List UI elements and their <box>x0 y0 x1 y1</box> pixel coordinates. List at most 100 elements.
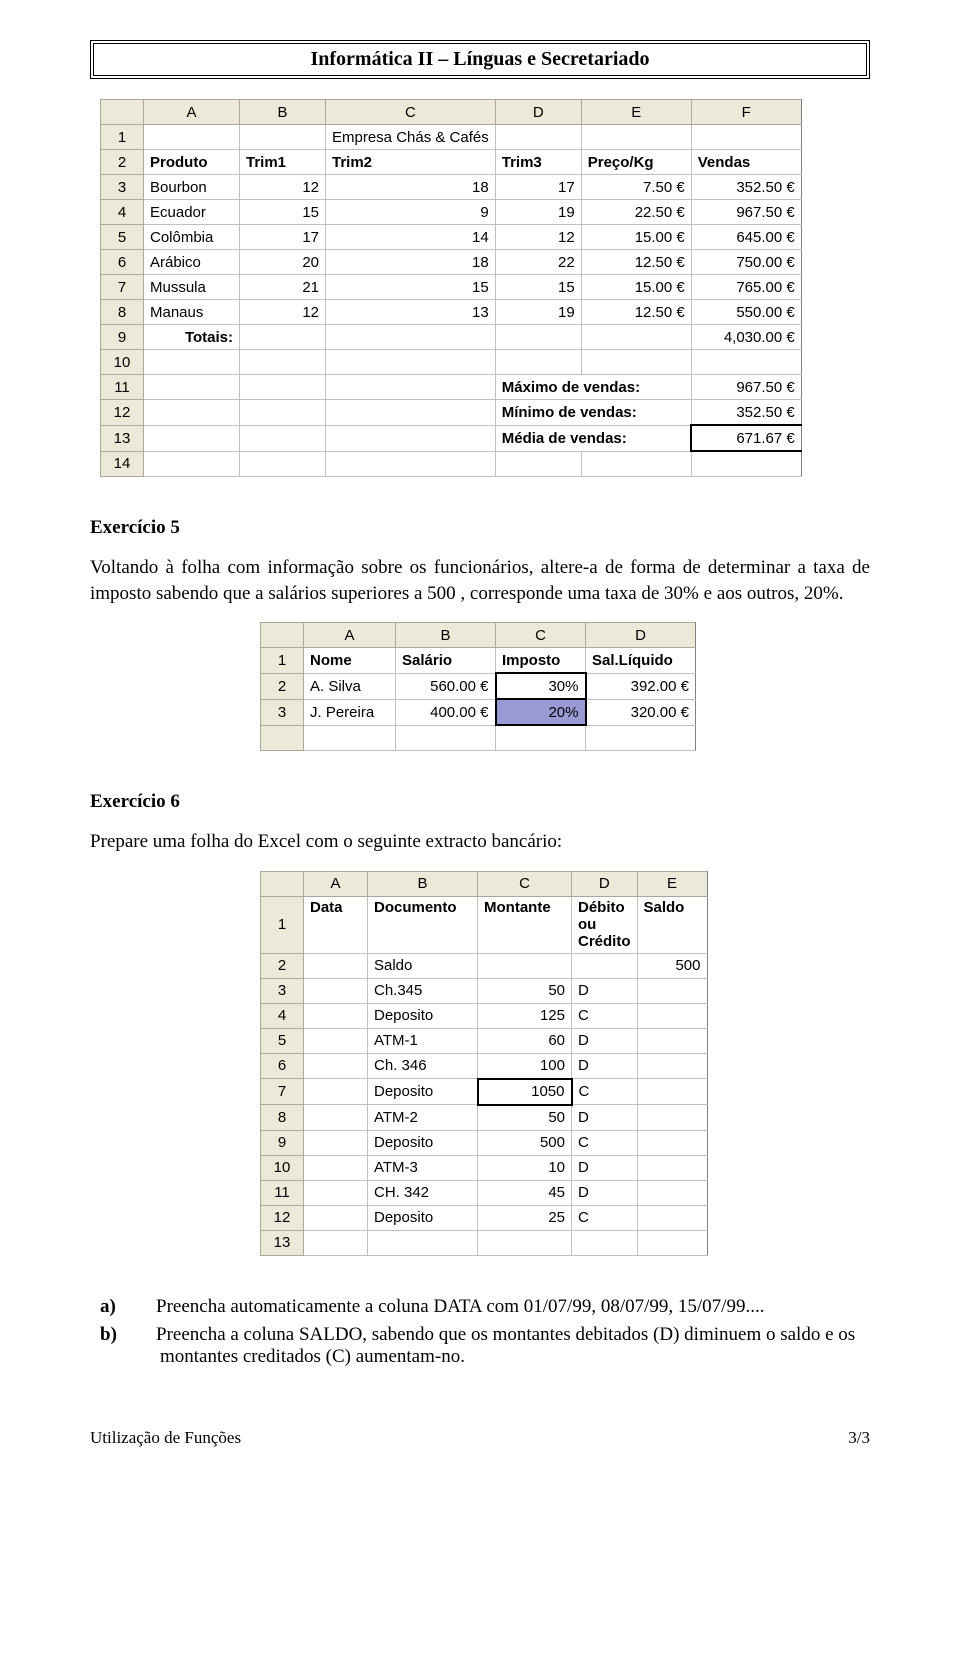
exercise-5-title: Exercício 5 <box>90 517 870 539</box>
cell <box>691 451 801 477</box>
cell <box>637 1180 707 1205</box>
question-b: b)Preencha a coluna SALDO, sabendo que o… <box>130 1324 870 1368</box>
cell: 500 <box>637 953 707 978</box>
cell <box>304 1155 368 1180</box>
cell <box>304 1053 368 1079</box>
cell: J. Pereira <box>304 699 396 725</box>
cell: 750.00 € <box>691 250 801 275</box>
cell: C <box>572 1205 638 1230</box>
row-header: 7 <box>261 1079 304 1105</box>
cell <box>240 400 326 426</box>
cell: Deposito <box>368 1205 478 1230</box>
cell: A. Silva <box>304 673 396 699</box>
cell: Totais: <box>144 325 240 350</box>
cell: 18 <box>326 250 496 275</box>
cell: 45 <box>478 1180 572 1205</box>
cell: CH. 342 <box>368 1180 478 1205</box>
row-header: 6 <box>101 250 144 275</box>
cell <box>144 400 240 426</box>
row-header: 3 <box>261 978 304 1003</box>
cell: 15 <box>240 200 326 225</box>
cell <box>304 1205 368 1230</box>
cell: Ch. 346 <box>368 1053 478 1079</box>
page-footer: Utilização de Funções 3/3 <box>90 1428 870 1448</box>
cell: 15 <box>326 275 496 300</box>
cell: 550.00 € <box>691 300 801 325</box>
row-header: 13 <box>261 1230 304 1255</box>
cell: 13 <box>326 300 496 325</box>
col-header: F <box>691 100 801 125</box>
cell: 12 <box>240 300 326 325</box>
cell: Deposito <box>368 1003 478 1028</box>
cell: 12 <box>240 175 326 200</box>
cell: 30% <box>496 673 586 699</box>
cell: 560.00 € <box>396 673 496 699</box>
cell: ATM-1 <box>368 1028 478 1053</box>
cell <box>304 978 368 1003</box>
cell <box>304 1130 368 1155</box>
row-header: 2 <box>101 150 144 175</box>
spreadsheet-2: ABCD1NomeSalárioImpostoSal.Líquido2A. Si… <box>260 622 870 751</box>
cell: DébitoouCrédito <box>572 896 638 953</box>
col-header: E <box>581 100 691 125</box>
row-header: 2 <box>261 673 304 699</box>
cell: 125 <box>478 1003 572 1028</box>
cell <box>304 1230 368 1255</box>
cell: Arábico <box>144 250 240 275</box>
row-header: 13 <box>101 425 144 451</box>
cell: 15.00 € <box>581 225 691 250</box>
row-header: 12 <box>101 400 144 426</box>
cell: 500 <box>478 1130 572 1155</box>
cell <box>240 350 326 375</box>
row-header: 8 <box>101 300 144 325</box>
cell: 352.50 € <box>691 400 801 426</box>
row-header: 3 <box>261 699 304 725</box>
cell: Ecuador <box>144 200 240 225</box>
cell <box>304 953 368 978</box>
row-header: 2 <box>261 953 304 978</box>
row-header: 5 <box>101 225 144 250</box>
row-header: 8 <box>261 1105 304 1131</box>
cell <box>637 1230 707 1255</box>
cell <box>240 325 326 350</box>
cell <box>581 451 691 477</box>
row-header: 5 <box>261 1028 304 1053</box>
footer-left: Utilização de Funções <box>90 1428 241 1448</box>
cell <box>326 375 496 400</box>
cell <box>495 350 581 375</box>
cell <box>240 125 326 150</box>
row-header: 11 <box>261 1180 304 1205</box>
cell <box>144 375 240 400</box>
cell: 392.00 € <box>586 673 696 699</box>
cell <box>144 451 240 477</box>
row-header: 10 <box>261 1155 304 1180</box>
cell: D <box>572 1155 638 1180</box>
exercise-6-title: Exercício 6 <box>90 791 870 813</box>
cell: Empresa Chás & Cafés <box>326 125 496 150</box>
cell: Sal.Líquido <box>586 648 696 674</box>
cell: 352.50 € <box>691 175 801 200</box>
cell: Bourbon <box>144 175 240 200</box>
cell <box>304 1028 368 1053</box>
cell: Trim1 <box>240 150 326 175</box>
cell: D <box>572 1028 638 1053</box>
corner-cell <box>261 871 304 896</box>
cell: Documento <box>368 896 478 953</box>
footer-right: 3/3 <box>848 1428 870 1448</box>
selected-cell: 1050 <box>478 1079 572 1105</box>
cell: 12 <box>495 225 581 250</box>
cell: 60 <box>478 1028 572 1053</box>
col-header: C <box>496 623 586 648</box>
cell: Colômbia <box>144 225 240 250</box>
row-header: 12 <box>261 1205 304 1230</box>
corner-cell <box>261 623 304 648</box>
row-header: 9 <box>101 325 144 350</box>
cell <box>326 325 496 350</box>
cell: Montante <box>478 896 572 953</box>
cell: Trim2 <box>326 150 496 175</box>
cell <box>240 451 326 477</box>
col-header: E <box>637 871 707 896</box>
cell <box>396 725 496 751</box>
cell <box>326 350 496 375</box>
row-header: 10 <box>101 350 144 375</box>
